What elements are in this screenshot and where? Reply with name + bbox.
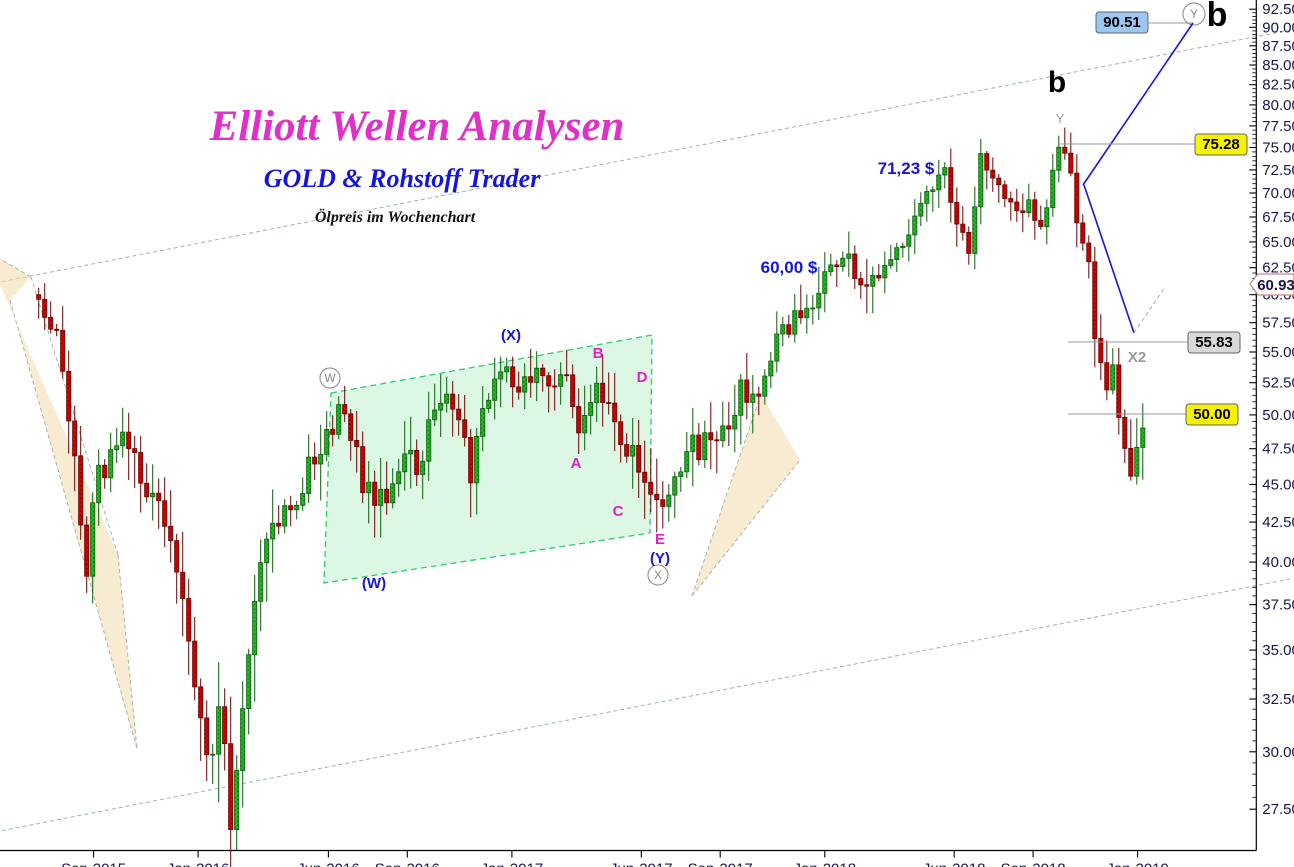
svg-text:42.50: 42.50 xyxy=(1262,514,1294,531)
svg-text:D: D xyxy=(637,369,648,386)
svg-text:b: b xyxy=(1207,0,1228,34)
svg-text:B: B xyxy=(593,345,604,362)
svg-text:b: b xyxy=(1048,66,1066,99)
svg-text:Sep-2016: Sep-2016 xyxy=(375,861,440,867)
svg-text:Y: Y xyxy=(1190,7,1198,21)
svg-text:32.50: 32.50 xyxy=(1262,691,1294,708)
svg-text:Jun-2018: Jun-2018 xyxy=(923,861,986,867)
svg-text:Sep-2015: Sep-2015 xyxy=(61,861,126,867)
svg-text:Jan-2018: Jan-2018 xyxy=(794,861,857,867)
svg-text:X2: X2 xyxy=(1128,349,1146,366)
svg-text:Jan-2017: Jan-2017 xyxy=(481,861,544,867)
svg-text:60.93: 60.93 xyxy=(1257,277,1294,294)
svg-text:X: X xyxy=(654,568,662,582)
svg-text:Jun-2017: Jun-2017 xyxy=(610,861,673,867)
svg-text:(Y): (Y) xyxy=(650,550,670,567)
svg-text:85.00: 85.00 xyxy=(1262,57,1294,74)
svg-text:37.50: 37.50 xyxy=(1262,597,1294,614)
svg-text:87.50: 87.50 xyxy=(1262,38,1294,55)
svg-text:30.00: 30.00 xyxy=(1262,744,1294,761)
svg-text:60,00 $: 60,00 $ xyxy=(761,258,818,277)
svg-text:77.50: 77.50 xyxy=(1262,118,1294,135)
svg-text:Jun-2016: Jun-2016 xyxy=(297,861,360,867)
svg-text:65.00: 65.00 xyxy=(1262,234,1294,251)
svg-text:Jan-2016: Jan-2016 xyxy=(167,861,230,867)
svg-text:82.50: 82.50 xyxy=(1262,77,1294,94)
svg-text:70.00: 70.00 xyxy=(1262,185,1294,202)
svg-text:C: C xyxy=(613,503,624,520)
svg-text:(X): (X) xyxy=(501,327,521,344)
svg-text:Y: Y xyxy=(1056,111,1065,126)
svg-text:E: E xyxy=(655,531,665,548)
svg-text:Jan-2019: Jan-2019 xyxy=(1106,861,1169,867)
svg-text:52.50: 52.50 xyxy=(1262,375,1294,392)
svg-text:90.51: 90.51 xyxy=(1103,14,1141,31)
svg-text:Sep-2017: Sep-2017 xyxy=(688,861,753,867)
svg-text:71,23 $: 71,23 $ xyxy=(878,159,935,178)
svg-text:72.50: 72.50 xyxy=(1262,162,1294,179)
svg-text:67.50: 67.50 xyxy=(1262,209,1294,226)
svg-text:45.00: 45.00 xyxy=(1262,476,1294,493)
svg-text:A: A xyxy=(571,455,582,472)
svg-text:27.50: 27.50 xyxy=(1262,801,1294,818)
svg-text:55.00: 55.00 xyxy=(1262,344,1294,361)
svg-text:50.00: 50.00 xyxy=(1262,407,1294,424)
svg-text:W: W xyxy=(324,371,336,385)
svg-text:47.50: 47.50 xyxy=(1262,441,1294,458)
svg-text:Sep-2018: Sep-2018 xyxy=(1001,861,1066,867)
svg-text:40.00: 40.00 xyxy=(1262,554,1294,571)
svg-text:50.00: 50.00 xyxy=(1193,406,1231,423)
svg-text:92.50: 92.50 xyxy=(1262,1,1294,18)
svg-text:90.00: 90.00 xyxy=(1262,19,1294,36)
svg-text:35.00: 35.00 xyxy=(1262,642,1294,659)
svg-text:57.50: 57.50 xyxy=(1262,315,1294,332)
svg-text:55.83: 55.83 xyxy=(1195,334,1233,351)
svg-text:75.28: 75.28 xyxy=(1202,136,1240,153)
svg-text:75.00: 75.00 xyxy=(1262,140,1294,157)
svg-text:80.00: 80.00 xyxy=(1262,97,1294,114)
svg-text:(W): (W) xyxy=(362,575,386,592)
